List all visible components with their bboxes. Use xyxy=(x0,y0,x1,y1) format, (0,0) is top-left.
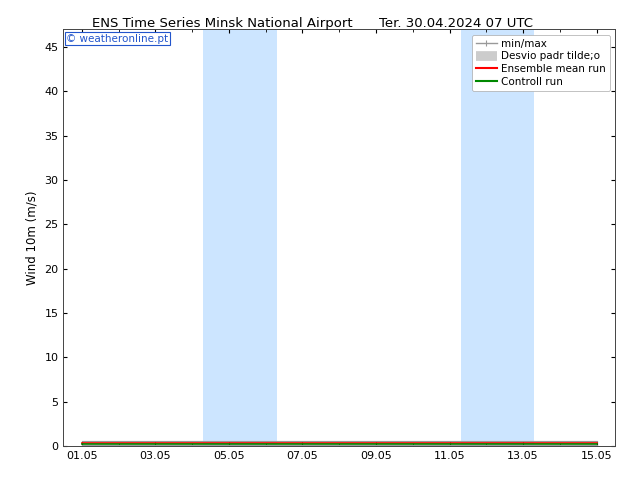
Bar xyxy=(460,29,534,446)
Y-axis label: Wind 10m (m/s): Wind 10m (m/s) xyxy=(26,191,39,285)
Legend: min/max, Desvio padr tilde;o, Ensemble mean run, Controll run: min/max, Desvio padr tilde;o, Ensemble m… xyxy=(472,35,610,91)
Text: Ter. 30.04.2024 07 UTC: Ter. 30.04.2024 07 UTC xyxy=(380,17,533,30)
Bar xyxy=(203,29,276,446)
Text: ENS Time Series Minsk National Airport: ENS Time Series Minsk National Airport xyxy=(91,17,353,30)
Text: © weatheronline.pt: © weatheronline.pt xyxy=(66,34,168,44)
